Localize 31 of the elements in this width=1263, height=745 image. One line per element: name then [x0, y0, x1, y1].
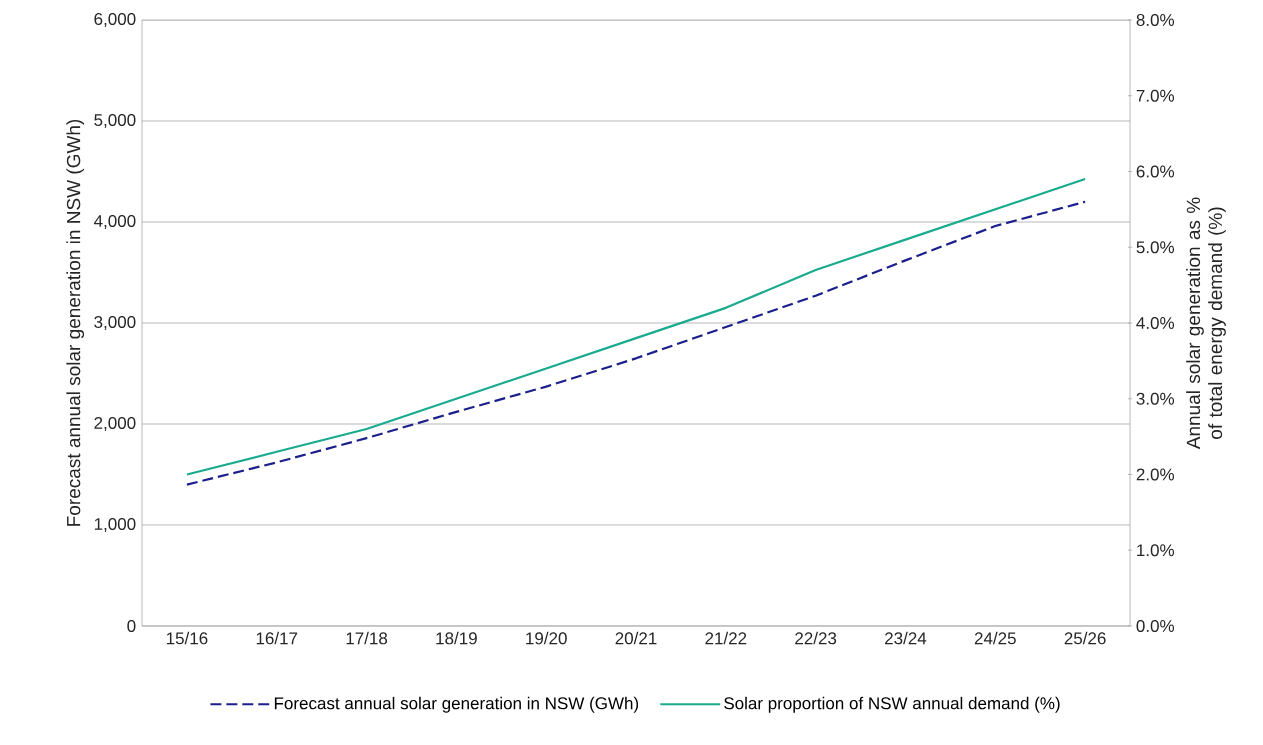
y-tick-label: 6,000 [94, 12, 136, 28]
y2-tick-label: 0.0% [1136, 619, 1175, 633]
y2-axis-title: Annual solar generation as % of total energy demand (%) [1186, 197, 1226, 450]
y2-tick-label: 7.0% [1136, 89, 1175, 102]
x-tick-label: 23/24 [885, 631, 927, 645]
x-tick-label: 18/19 [436, 631, 477, 645]
y2-tick-label: 8.0% [1136, 13, 1175, 27]
y2-tick-label: 3.0% [1136, 392, 1175, 405]
x-tick-label: 15/16 [166, 631, 208, 645]
y-tick-label: 5,000 [94, 113, 136, 129]
y-tick-label: 1,000 [94, 517, 136, 532]
x-tick-label: 24/25 [974, 631, 1016, 645]
y2-tick-label: 4.0% [1136, 316, 1175, 330]
legend-label: Solar proportion of NSW annual demand (%) [724, 696, 1060, 713]
x-tick-label: 17/18 [346, 631, 388, 645]
y-tick-label: 0 [127, 619, 136, 633]
x-tick-label: 25/26 [1064, 631, 1106, 645]
x-tick-label: 19/20 [526, 631, 567, 645]
x-tick-label: 16/17 [256, 631, 298, 645]
y2-tick-label: 5.0% [1136, 241, 1175, 254]
y2-tick-label: 2.0% [1136, 468, 1175, 481]
x-tick-label: 20/21 [615, 631, 657, 645]
y-axis-title: Forecast annual solar generation in NSW (GWh) [66, 119, 85, 526]
x-tick-label: 21/22 [705, 631, 747, 645]
y-tick-label: 3,000 [94, 315, 136, 331]
y2-tick-label: 1.0% [1137, 544, 1175, 557]
y-tick-label: 4,000 [93, 214, 136, 230]
y2-tick-label: 6.0% [1136, 165, 1175, 178]
legend-label: Forecast annual solar generation in NSW (GWh) [274, 696, 639, 713]
y-tick-label: 2,000 [94, 416, 136, 432]
x-tick-label: 22/23 [795, 631, 837, 645]
